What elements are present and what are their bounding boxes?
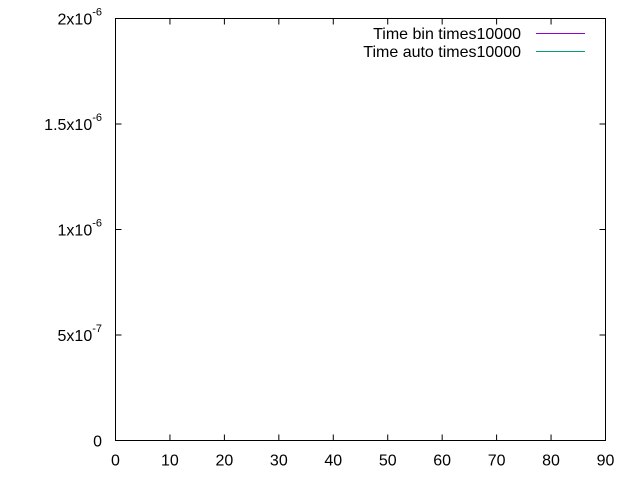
y-tick-mantissa: 1x10 — [58, 223, 93, 240]
x-tick-label: 50 — [379, 453, 397, 470]
y-tick-exponent: -6 — [92, 112, 102, 124]
y-tick-exponent: -7 — [92, 323, 102, 335]
x-tick-label: 20 — [215, 453, 233, 470]
y-tick-mantissa: 2x10 — [58, 12, 93, 29]
legend-label-2: Time auto times10000 — [363, 44, 521, 61]
x-tick-label: 0 — [111, 453, 120, 470]
tick-labels: 0 10 20 30 40 50 60 70 80 9005x10-71x10-61.5x10-6… — [44, 7, 614, 470]
x-tick-label: 70 — [488, 453, 506, 470]
plot-frame — [115, 18, 606, 441]
y-tick-label: 0 — [93, 434, 102, 451]
y-tick-label: 1.5x10-6 — [44, 112, 102, 134]
y-tick-label: 5x10-7 — [58, 323, 102, 345]
y-tick-mantissa: 0 — [93, 434, 102, 451]
x-tick-label: 60 — [433, 453, 451, 470]
legend-label-1: Time bin times10000 — [373, 26, 521, 43]
y-tick-label: 2x10-6 — [58, 7, 102, 29]
x-tick-label: 30 — [270, 453, 288, 470]
x-tick-label: 40 — [324, 453, 342, 470]
y-tick-mantissa: 1.5x10 — [44, 117, 92, 134]
y-tick-label: 1x10-6 — [58, 218, 102, 240]
y-tick-exponent: -6 — [92, 7, 102, 19]
y-tick-mantissa: 5x10 — [58, 328, 93, 345]
x-tick-label: 90 — [597, 453, 615, 470]
y-tick-exponent: -6 — [92, 218, 102, 230]
x-tick-label: 80 — [542, 453, 560, 470]
ticks — [115, 18, 606, 441]
x-tick-label: 10 — [161, 453, 179, 470]
